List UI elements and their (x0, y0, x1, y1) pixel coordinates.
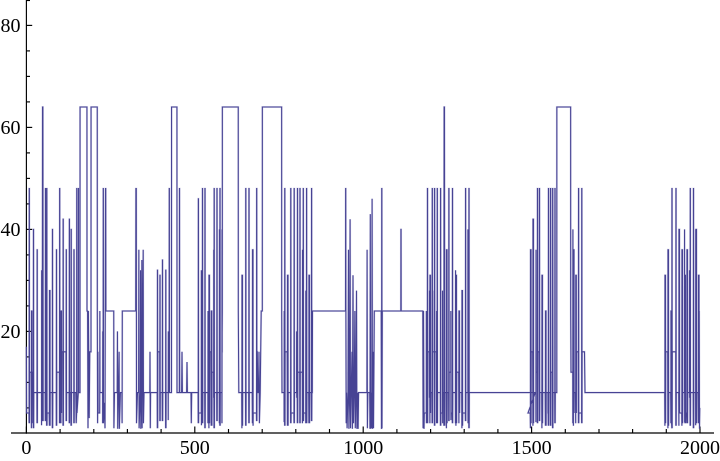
svg-text:80: 80 (1, 15, 21, 37)
svg-text:2000: 2000 (680, 437, 720, 459)
svg-text:1500: 1500 (512, 437, 552, 459)
svg-text:0: 0 (21, 437, 31, 459)
svg-text:1000: 1000 (343, 437, 383, 459)
svg-text:500: 500 (180, 437, 210, 459)
svg-text:40: 40 (1, 219, 21, 241)
svg-text:20: 20 (1, 321, 21, 343)
svg-text:60: 60 (1, 117, 21, 139)
